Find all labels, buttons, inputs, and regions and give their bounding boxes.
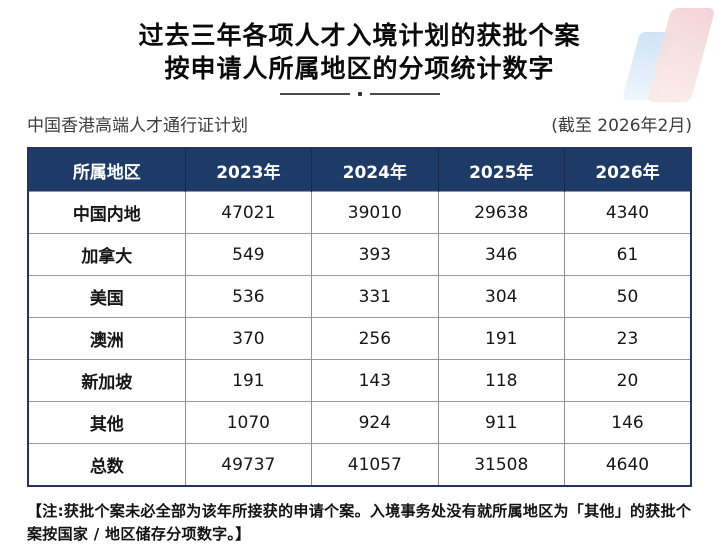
region-cell: 澳洲 [28,317,186,360]
table-row: 总数 49737 41057 31508 4640 [28,443,691,486]
value-cell: 924 [311,401,439,444]
as-of-date: (截至 2026年2月) [551,116,692,136]
column-header: 2024年 [311,148,439,192]
value-cell: 4640 [564,443,691,486]
region-cell: 总数 [28,443,186,486]
table-row: 中国内地 47021 39010 29638 4340 [28,191,691,234]
page-title: 过去三年各项人才入境计划的获批个案 按申请人所属地区的分项统计数字 [60,20,659,85]
region-cell: 中国内地 [28,191,186,234]
title-line-2: 按申请人所属地区的分项统计数字 [164,53,555,83]
value-cell: 50 [564,275,691,318]
value-cell: 911 [438,401,565,444]
region-cell: 其他 [28,401,186,444]
subtitle-row: 中国香港高端人才通行证计划 (截至 2026年2月) [27,111,692,136]
value-cell: 549 [185,233,313,276]
value-cell: 47021 [185,191,313,234]
divider-dot [357,92,362,96]
value-cell: 370 [185,317,313,360]
region-cell: 美国 [28,275,186,318]
value-cell: 4340 [564,191,691,234]
table-row: 其他 1070 924 911 146 [28,401,691,444]
value-cell: 536 [185,275,313,318]
column-header: 2026年 [564,148,691,192]
region-cell: 加拿大 [28,233,186,276]
value-cell: 29638 [438,191,565,234]
value-cell: 39010 [311,191,439,234]
value-cell: 41057 [311,443,439,486]
value-cell: 191 [185,359,313,402]
value-cell: 304 [438,275,565,318]
column-header: 所属地区 [28,148,186,192]
value-cell: 1070 [185,401,313,444]
scheme-name: 中国香港高端人才通行证计划 [27,116,248,136]
region-cell: 新加坡 [28,359,186,402]
value-cell: 146 [564,401,691,444]
value-cell: 346 [438,233,565,276]
column-header: 2023年 [185,148,313,192]
value-cell: 31508 [438,443,565,486]
value-cell: 191 [438,317,565,360]
title-divider [0,92,719,96]
divider-line-left [279,93,350,95]
table-row: 新加坡 191 143 118 20 [28,359,691,402]
value-cell: 23 [564,317,691,360]
value-cell: 331 [311,275,439,318]
value-cell: 20 [564,359,691,402]
table-header-row: 所属地区 2023年 2024年 2025年 2026年 [28,148,691,192]
value-cell: 143 [311,359,439,402]
footnote: 【注:获批个案未必全部为该年所接获的申请个案。入境事务处没有就所属地区为「其他」… [27,502,692,544]
table-row: 澳洲 370 256 191 23 [28,317,691,360]
value-cell: 256 [311,317,439,360]
stats-table: 所属地区 2023年 2024年 2025年 2026年 中国内地 47021 39010 2… [27,147,692,487]
title-line-1: 过去三年各项人才入境计划的获批个案 [138,21,581,50]
column-header: 2025年 [438,148,565,192]
table-row: 美国 536 331 304 50 [28,275,691,318]
divider-line-right [369,93,440,95]
value-cell: 61 [564,233,691,276]
table-row: 加拿大 549 393 346 61 [28,233,691,276]
value-cell: 393 [311,233,439,276]
value-cell: 49737 [185,443,313,486]
value-cell: 118 [438,359,565,402]
